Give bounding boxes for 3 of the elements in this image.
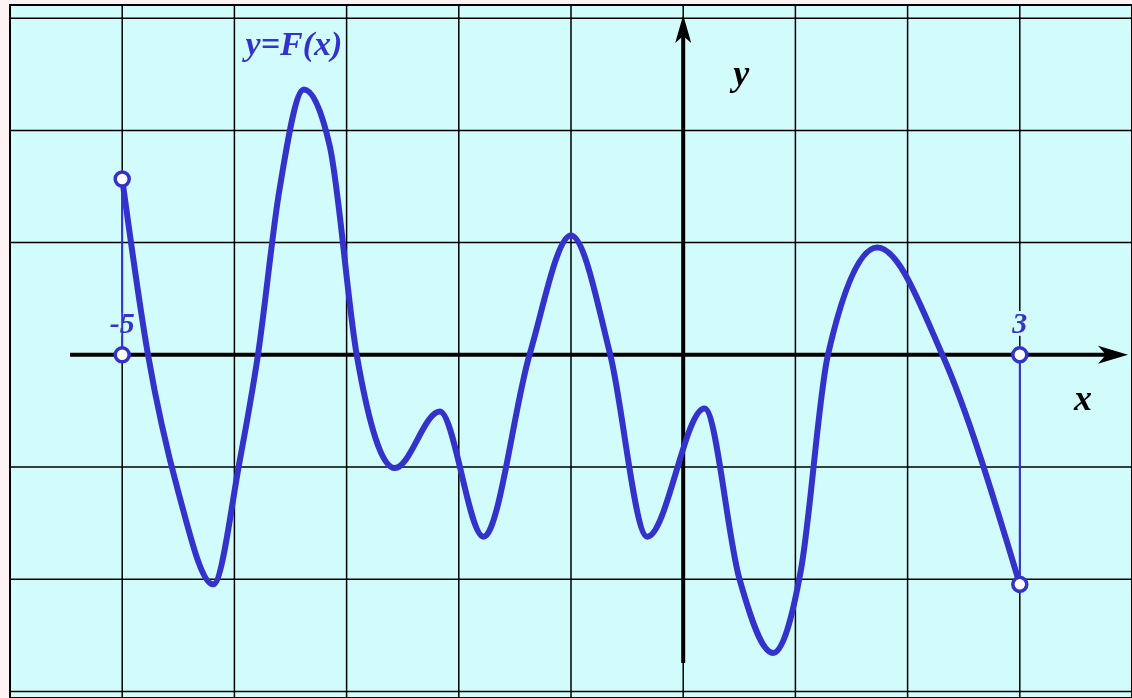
y-axis-title: y [729, 53, 751, 93]
x-axis-title: x [1073, 377, 1092, 418]
series-label: y=F(x) [241, 25, 343, 63]
